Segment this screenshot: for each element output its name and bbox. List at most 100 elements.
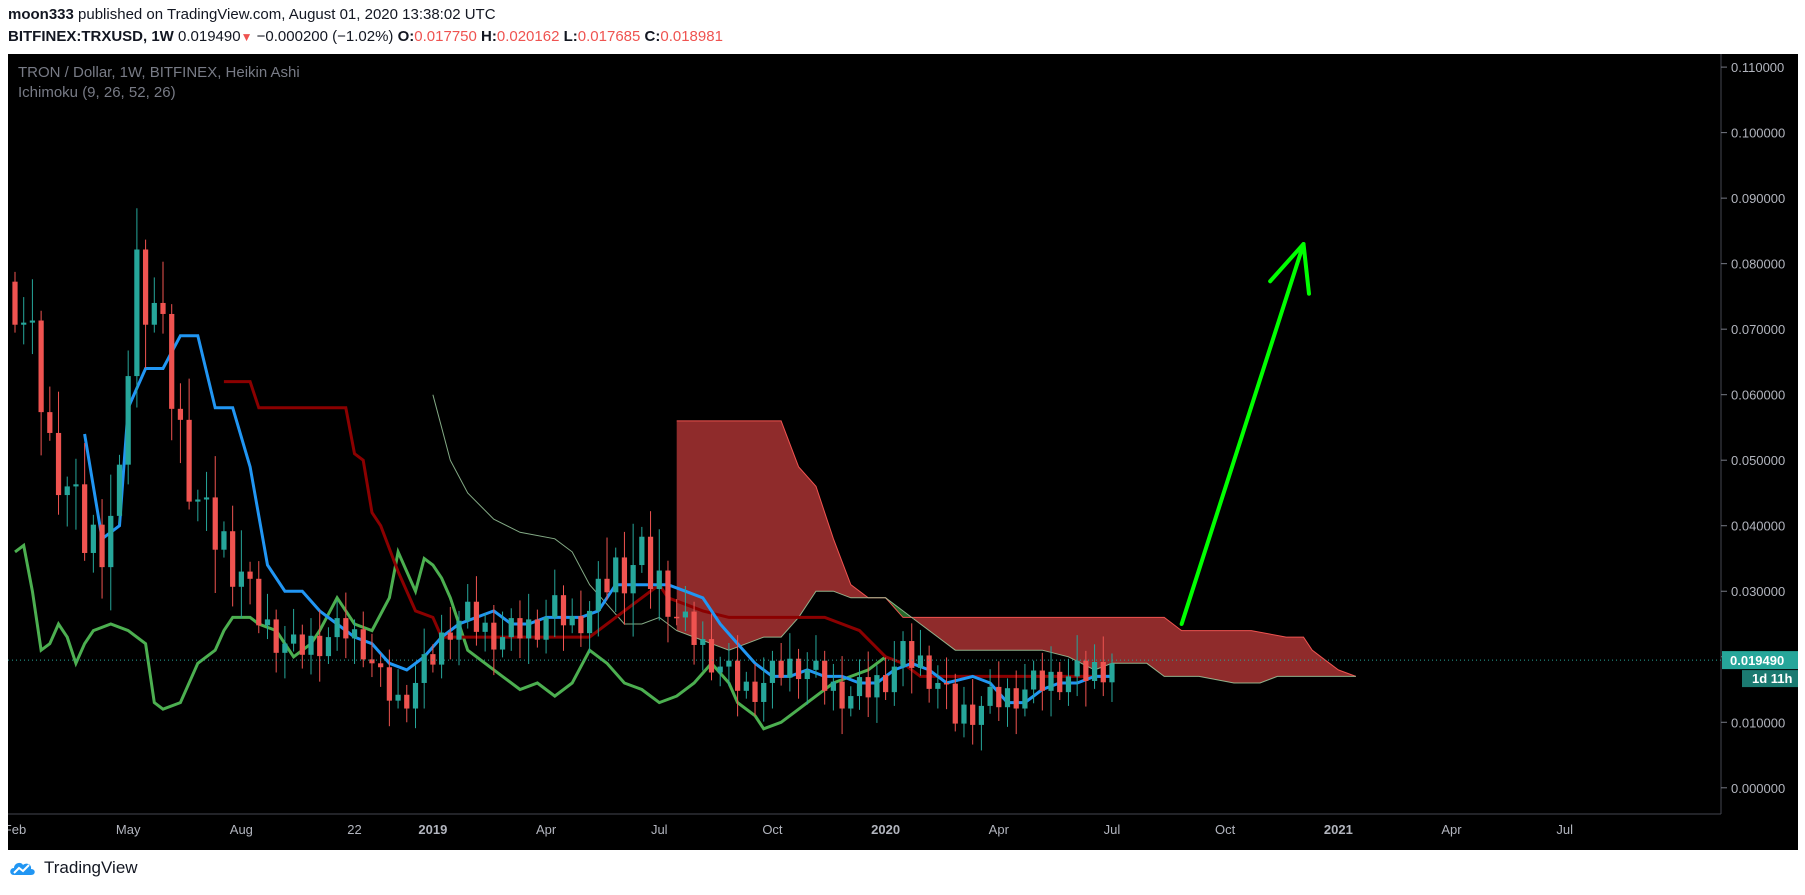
- close-label: C:: [644, 28, 661, 45]
- candle-body-down: [1100, 662, 1106, 683]
- candle-body-up: [1004, 688, 1011, 708]
- x-tick-label: 2021: [1324, 822, 1353, 837]
- candle-body-down: [839, 681, 845, 709]
- price-tag-box: [1722, 651, 1798, 670]
- published-text: published on TradingView.com, August 01,…: [78, 6, 496, 23]
- candle-body-down: [883, 675, 889, 693]
- candle-body-down: [369, 659, 375, 664]
- x-tick-label: Aug: [230, 822, 253, 837]
- candle-body-up: [465, 601, 471, 621]
- candle-body-down: [386, 667, 392, 701]
- candle-body-down: [256, 578, 262, 626]
- low-value: 0.017685: [577, 28, 641, 45]
- candle-body-down: [378, 663, 384, 668]
- candle-body-up: [917, 655, 924, 668]
- candle-body-up: [1048, 671, 1054, 691]
- candle-body-down: [212, 497, 218, 550]
- candle-body-down: [430, 654, 436, 665]
- candle-body-up: [900, 641, 906, 667]
- candle-body-down: [752, 681, 758, 702]
- candle-body-down: [99, 524, 105, 568]
- candle-body-up: [351, 629, 358, 639]
- candle-body-down: [778, 660, 784, 678]
- candle-body-up: [64, 486, 70, 496]
- candle-body-down: [735, 660, 741, 691]
- candle-body-up: [1065, 676, 1072, 693]
- x-tick-label: Apr: [1441, 822, 1462, 837]
- candle-body-up: [848, 696, 854, 709]
- candle-body-up: [412, 682, 419, 709]
- candle-body-down: [708, 639, 715, 673]
- x-tick-label: Jul: [651, 822, 668, 837]
- candle-body-up: [421, 654, 427, 683]
- candle-body-down: [578, 616, 584, 634]
- candle-body-up: [334, 618, 340, 638]
- low-label: L:: [563, 28, 578, 45]
- publish-info: moon333 published on TradingView.com, Au…: [8, 6, 496, 23]
- footer: TradingView: [8, 858, 138, 878]
- candle-body-up: [526, 619, 532, 639]
- x-tick-label: Apr: [989, 822, 1010, 837]
- trend-arrow-shaft: [1179, 242, 1306, 626]
- author-name[interactable]: moon333: [8, 6, 74, 23]
- legend-indicator[interactable]: Ichimoku (9, 26, 52, 26): [18, 84, 176, 101]
- candle-body-up: [700, 639, 706, 645]
- y-tick-label: 0.030000: [1731, 584, 1785, 599]
- candle-body-up: [221, 531, 227, 550]
- time-axis[interactable]: Feb May Aug 22 2019 Apr Jul Oct 2020 Apr Jul Oct 202…: [8, 822, 1573, 837]
- legend-title[interactable]: TRON / Dollar, 1W, BITFINEX, Heikin Ashi: [18, 64, 300, 81]
- candle-body-up: [325, 637, 332, 657]
- candle-body-down: [1083, 660, 1089, 681]
- x-tick-label: Feb: [8, 822, 26, 837]
- candle-body-up: [552, 595, 558, 618]
- candle-body-up: [195, 499, 201, 502]
- candle-body-up: [630, 565, 636, 594]
- y-tick-label: 0.040000: [1731, 519, 1785, 534]
- candle-body-down: [82, 484, 88, 553]
- candle-body-up: [543, 617, 549, 640]
- trend-arrow-head: [1268, 242, 1311, 296]
- candle-body-up: [203, 497, 210, 500]
- candle-body-down: [473, 601, 480, 632]
- footer-brand[interactable]: TradingView: [44, 858, 138, 877]
- y-tick-label: 0.000000: [1731, 781, 1785, 796]
- candle-body-down: [273, 619, 279, 653]
- candle-body-up: [1031, 670, 1037, 690]
- x-tick-label: Oct: [1215, 822, 1236, 837]
- candle-body-up: [264, 619, 271, 626]
- candle-body-down: [996, 686, 1002, 708]
- x-tick-label: Jul: [1556, 822, 1573, 837]
- drawing-annotations: [1179, 242, 1311, 626]
- bearish-cloud-segment: [913, 617, 1356, 683]
- candle-body-up: [395, 694, 401, 701]
- open-label: O:: [397, 28, 415, 45]
- candle-body-down: [1013, 688, 1019, 709]
- countdown-box: [1742, 670, 1798, 688]
- candle-body-down: [177, 408, 184, 420]
- down-triangle-icon: ▼: [240, 30, 253, 44]
- candle-body-up: [482, 622, 488, 632]
- x-tick-label: 2019: [418, 822, 447, 837]
- candle-body-up: [290, 634, 297, 644]
- symbol-label[interactable]: BITFINEX:TRXUSD, 1W: [8, 28, 174, 45]
- candle-body-up: [308, 635, 314, 655]
- y-tick-label: 0.100000: [1731, 126, 1785, 141]
- last-price: 0.019490: [178, 28, 241, 45]
- candle-body-down: [534, 619, 540, 640]
- open-value: 0.017750: [414, 28, 477, 45]
- candle-body-down: [38, 320, 44, 413]
- y-tick-label: 0.060000: [1731, 388, 1785, 403]
- candle-body-down: [517, 618, 523, 639]
- candle-body-down: [142, 249, 149, 325]
- candle-body-up: [282, 643, 288, 653]
- candle-body-up: [935, 682, 941, 689]
- candle-body-up: [761, 682, 767, 702]
- candle-body-up: [874, 675, 880, 698]
- chart-background: [8, 54, 1798, 850]
- candle-body-up: [125, 376, 131, 465]
- candle-body-down: [169, 313, 175, 409]
- heikin-ashi-candles: [12, 208, 1115, 751]
- candle-body-up: [438, 632, 445, 665]
- candle-body-up: [73, 484, 79, 487]
- price-chart[interactable]: 0.0000000.0100000.0200000.0300000.040000…: [8, 54, 1798, 850]
